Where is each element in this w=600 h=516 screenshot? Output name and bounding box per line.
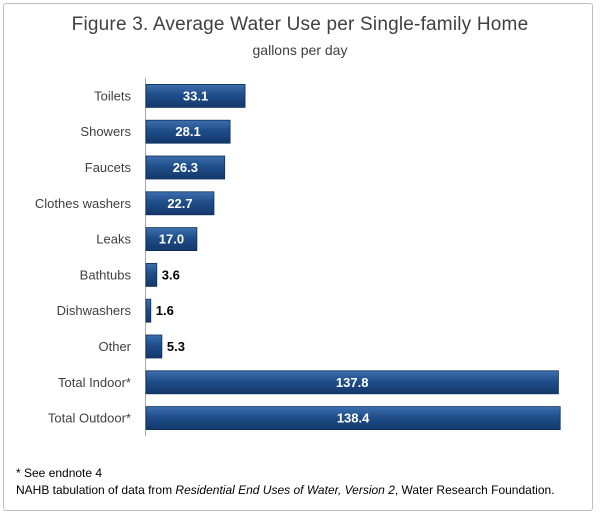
value-label-clothes-washers: 22.7	[167, 196, 192, 211]
category-label-total-indoor: Total Indoor*	[58, 375, 131, 390]
bar-dishwashers	[145, 298, 152, 323]
bar-clothes-washers	[145, 191, 215, 216]
bar-toilets	[145, 84, 246, 108]
category-label-toilets: Toilets	[94, 88, 131, 103]
category-label-faucets: Faucets	[85, 160, 132, 175]
category-label-dishwashers: Dishwashers	[57, 303, 132, 318]
value-label-faucets: 26.3	[173, 160, 198, 175]
category-label-total-outdoor: Total Outdoor*	[48, 411, 131, 426]
value-label-total-outdoor: 138.4	[337, 411, 370, 426]
category-label-bathtubs: Bathtubs	[80, 267, 132, 282]
chart-title: Figure 3. Average Water Use per Single-f…	[71, 14, 529, 35]
chart-subtitle: gallons per day	[252, 42, 348, 58]
category-label-leaks: Leaks	[96, 232, 131, 247]
bar-showers	[145, 119, 231, 144]
value-label-toilets: 33.1	[183, 88, 208, 103]
bar-leaks	[145, 227, 198, 252]
value-label-bathtubs: 3.6	[162, 267, 180, 282]
footnote-endnote: * See endnote 4	[16, 466, 103, 480]
bar-total-outdoor	[145, 406, 561, 431]
value-label-other: 5.3	[167, 339, 185, 354]
bar-total-indoor	[145, 370, 559, 395]
bar-bathtubs	[145, 262, 158, 287]
value-label-leaks: 17.0	[159, 232, 184, 247]
category-label-showers: Showers	[80, 124, 131, 139]
category-label-other: Other	[98, 339, 131, 354]
footnote-source: NAHB tabulation of data from Residential…	[16, 483, 555, 497]
source-suffix: , Water Research Foundation.	[394, 483, 555, 497]
value-label-showers: 28.1	[175, 124, 200, 139]
source-prefix: NAHB tabulation of data from	[16, 483, 176, 497]
category-label-clothes-washers: Clothes washers	[35, 196, 132, 211]
source-title: Residential End Uses of Water, Version 2	[175, 483, 395, 497]
value-label-dishwashers: 1.6	[156, 303, 174, 318]
bar-other	[145, 334, 163, 359]
bar-faucets	[145, 155, 226, 180]
value-label-total-indoor: 137.8	[336, 375, 369, 390]
